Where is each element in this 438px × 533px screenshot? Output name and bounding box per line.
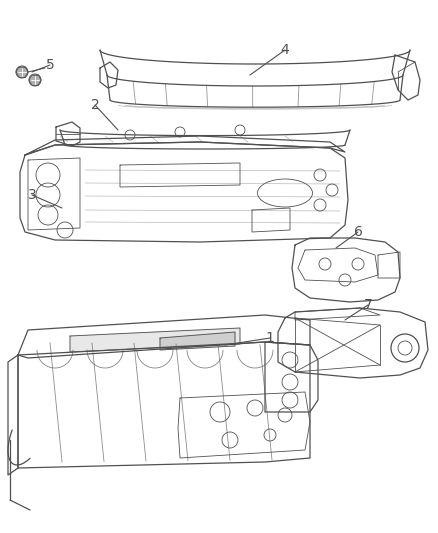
Polygon shape	[160, 332, 235, 350]
Text: 4: 4	[281, 43, 290, 57]
Circle shape	[29, 74, 41, 86]
Polygon shape	[70, 328, 240, 352]
Text: 5: 5	[46, 58, 54, 72]
Text: 6: 6	[353, 225, 362, 239]
Text: 7: 7	[364, 298, 372, 312]
Text: 3: 3	[28, 188, 36, 202]
Circle shape	[16, 66, 28, 78]
Text: 1: 1	[265, 331, 275, 345]
Text: 2: 2	[91, 98, 99, 112]
